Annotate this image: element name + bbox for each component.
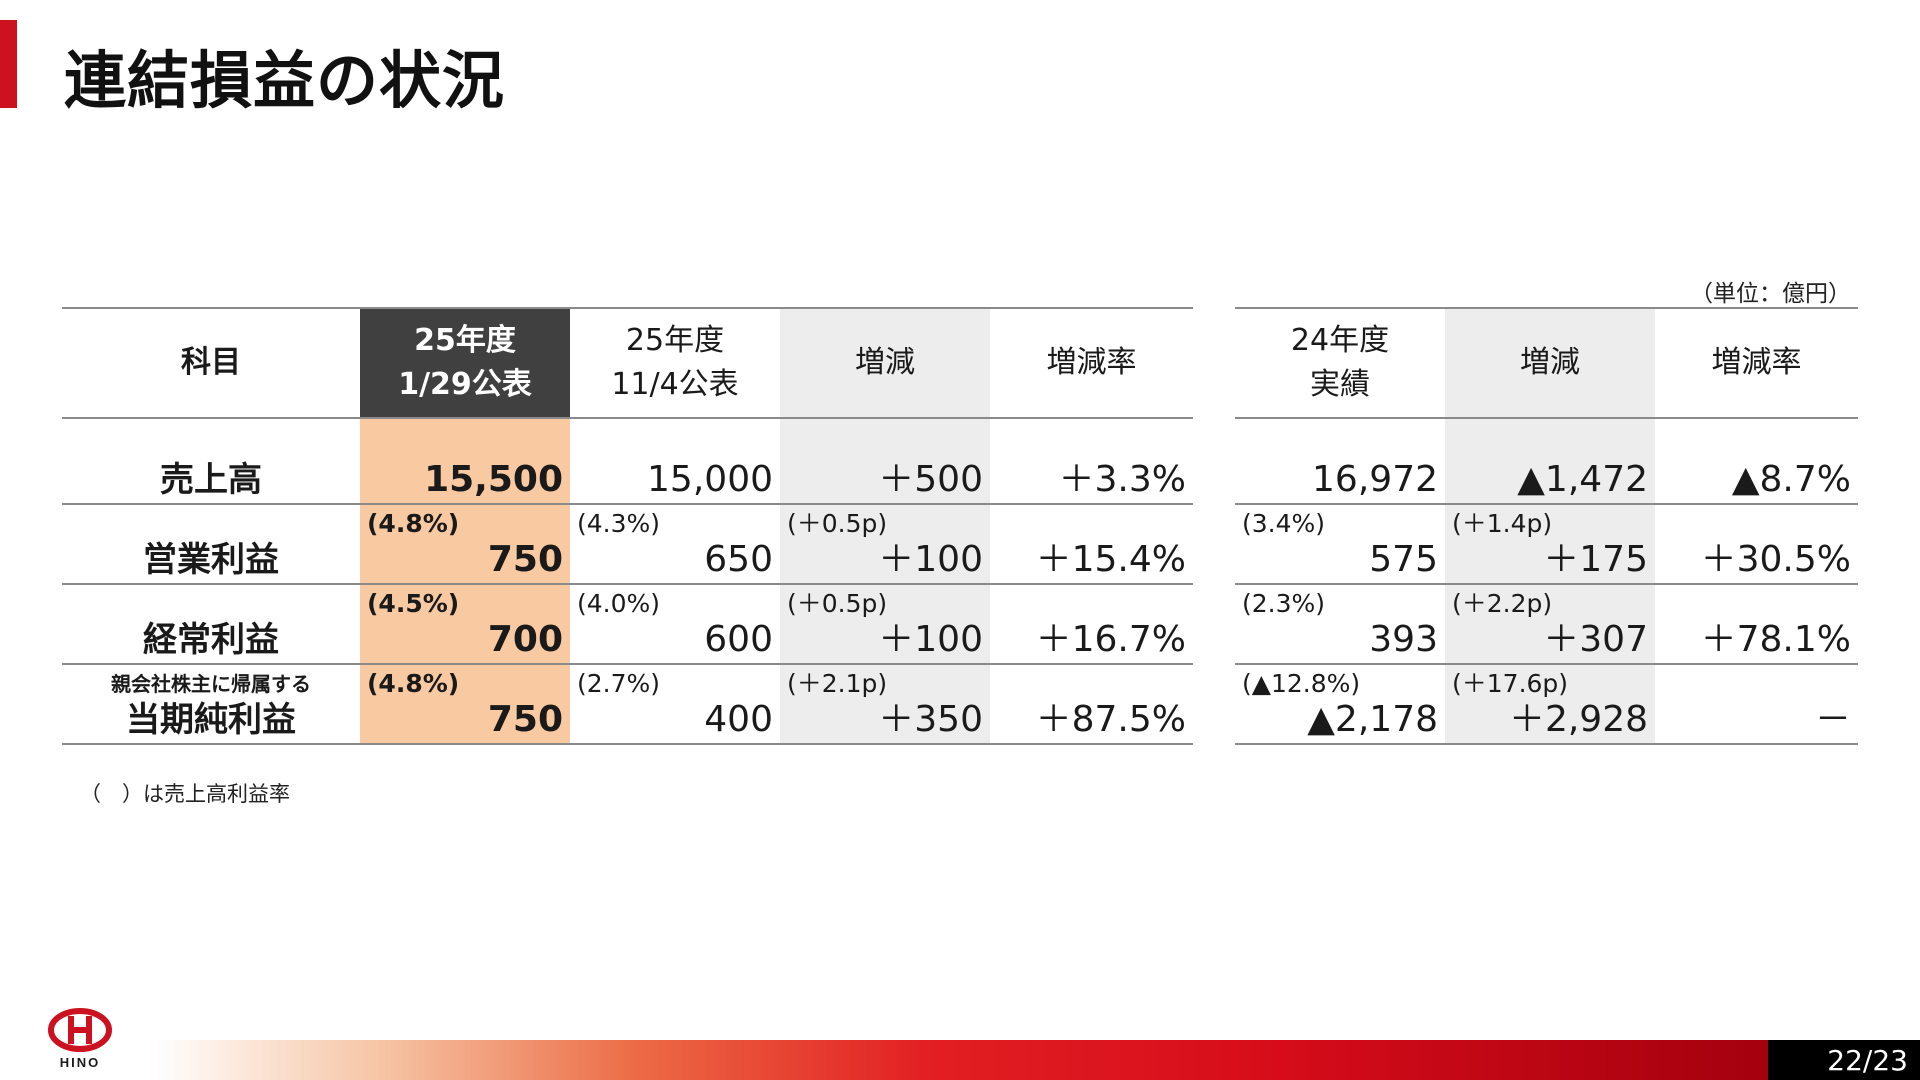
sales-yoy-rate: ▲8.7% (1655, 459, 1858, 505)
net-margin-fy24: (▲12.8%) (1242, 669, 1361, 698)
op-margin-new: (4.8%) (367, 509, 460, 538)
net-margin-change: (＋2.1p) (787, 669, 888, 698)
ord-fy24: (2.3%) 393 (1235, 584, 1445, 665)
row-label-operating-profit: 営業利益 (62, 504, 360, 585)
header-fy24-actual: 実績 (1310, 367, 1370, 402)
table-header-row: 24年度 実績 増減 増減率 (1235, 307, 1858, 419)
op-change: (＋0.5p) ＋100 (780, 504, 990, 585)
page-number-box: 22/23 (1768, 1040, 1920, 1080)
net-margin-prev: (2.7%) (577, 669, 661, 698)
header-fy25-new: 25年度 1/29公表 (360, 307, 570, 419)
ord-margin-yoy-change: (＋2.2p) (1452, 589, 1553, 618)
header-change: 増減 (780, 307, 990, 419)
row-label-ordinary-profit: 経常利益 (62, 584, 360, 665)
net-yoy-rate: － (1655, 664, 1858, 745)
hino-logo-icon: HINO (48, 1008, 112, 1070)
ord-margin-new: (4.5%) (367, 589, 460, 618)
table-row: (▲12.8%) ▲2,178 (＋17.6p) ＋2,928 － (1235, 664, 1858, 745)
table-row: 売上高 15,500 15,000 ＋500 ＋3.3% (62, 459, 1193, 505)
table-row: 親会社株主に帰属する 当期純利益 (4.8%) 750 (2.7%) 400 (… (62, 664, 1193, 745)
spacer-row (1235, 418, 1858, 459)
header-yoy-change: 増減 (1445, 307, 1655, 419)
net-change: (＋2.1p) ＋350 (780, 664, 990, 745)
logo-text: HINO (60, 1055, 101, 1070)
title-accent-bar (0, 20, 17, 108)
sales-fy25-prev: 15,000 (570, 459, 780, 505)
header-fy25-new-date: 1/29公表 (398, 367, 532, 402)
net-yoy-change: (＋17.6p) ＋2,928 (1445, 664, 1655, 745)
net-margin-yoy-change: (＋17.6p) (1452, 669, 1569, 698)
table-row: 経常利益 (4.5%) 700 (4.0%) 600 (＋0.5p) ＋100 … (62, 584, 1193, 665)
sales-change: ＋500 (780, 459, 990, 505)
header-yoy-change-rate: 増減率 (1655, 307, 1858, 419)
forecast-table: 科目 25年度 1/29公表 25年度 11/4公表 増減 増減率 売上高 15… (62, 307, 1193, 745)
op-yoy-rate: ＋30.5% (1655, 504, 1858, 585)
ord-margin-prev: (4.0%) (577, 589, 661, 618)
sales-yoy-change: ▲1,472 (1445, 459, 1655, 505)
op-margin-yoy-change: (＋1.4p) (1452, 509, 1553, 538)
ord-rate: ＋16.7% (990, 584, 1193, 665)
table-row: (2.3%) 393 (＋2.2p) ＋307 ＋78.1% (1235, 584, 1858, 665)
footnote: （ ）は売上高利益率 (80, 782, 290, 806)
op-rate: ＋15.4% (990, 504, 1193, 585)
ord-fy25-new: (4.5%) 700 (360, 584, 570, 665)
table-row: 営業利益 (4.8%) 750 (4.3%) 650 (＋0.5p) ＋100 … (62, 504, 1193, 585)
net-margin-new: (4.8%) (367, 669, 460, 698)
net-fy24: (▲12.8%) ▲2,178 (1235, 664, 1445, 745)
op-yoy-change: (＋1.4p) ＋175 (1445, 504, 1655, 585)
footer-gradient-bar (150, 1040, 1768, 1080)
op-fy24: (3.4%) 575 (1235, 504, 1445, 585)
header-fy25-prev-year: 25年度 (625, 323, 725, 358)
ord-yoy-rate: ＋78.1% (1655, 584, 1858, 665)
header-change-rate: 増減率 (990, 307, 1193, 419)
header-fy25-new-year: 25年度 (414, 323, 516, 358)
sales-rate: ＋3.3% (990, 459, 1193, 505)
ord-margin-fy24: (2.3%) (1242, 589, 1326, 618)
op-fy25-prev: (4.3%) 650 (570, 504, 780, 585)
ord-margin-change: (＋0.5p) (787, 589, 888, 618)
header-fy25-prev-date: 11/4公表 (611, 367, 739, 402)
op-fy25-new: (4.8%) 750 (360, 504, 570, 585)
header-fy24-year: 24年度 (1290, 323, 1390, 358)
net-fy25-new: (4.8%) 750 (360, 664, 570, 745)
table-row: 16,972 ▲1,472 ▲8.7% (1235, 459, 1858, 505)
net-fy25-prev: (2.7%) 400 (570, 664, 780, 745)
net-rate: ＋87.5% (990, 664, 1193, 745)
page-number: 22/23 (1827, 1044, 1908, 1077)
ord-fy25-prev: (4.0%) 600 (570, 584, 780, 665)
header-fy25-prev: 25年度 11/4公表 (570, 307, 780, 419)
op-margin-prev: (4.3%) (577, 509, 661, 538)
ord-yoy-change: (＋2.2p) ＋307 (1445, 584, 1655, 665)
table-row: (3.4%) 575 (＋1.4p) ＋175 ＋30.5% (1235, 504, 1858, 585)
ord-change: (＋0.5p) ＋100 (780, 584, 990, 665)
unit-label: （単位：億円） (1690, 281, 1851, 307)
row-label-sales: 売上高 (62, 459, 360, 505)
sales-fy24: 16,972 (1235, 459, 1445, 505)
header-fy24: 24年度 実績 (1235, 307, 1445, 419)
page-title: 連結損益の状況 (64, 44, 506, 117)
op-margin-fy24: (3.4%) (1242, 509, 1326, 538)
spacer-row (62, 418, 1193, 459)
header-subject: 科目 (62, 307, 360, 419)
prior-year-table: 24年度 実績 増減 増減率 16,972 ▲1,472 ▲8.7% (3.4%… (1235, 307, 1858, 745)
row-label-net-income: 親会社株主に帰属する 当期純利益 (62, 664, 360, 745)
sales-fy25-new: 15,500 (360, 459, 570, 505)
op-margin-change: (＋0.5p) (787, 509, 888, 538)
net-income-qualifier: 親会社株主に帰属する (111, 672, 311, 696)
table-header-row: 科目 25年度 1/29公表 25年度 11/4公表 増減 増減率 (62, 307, 1193, 419)
